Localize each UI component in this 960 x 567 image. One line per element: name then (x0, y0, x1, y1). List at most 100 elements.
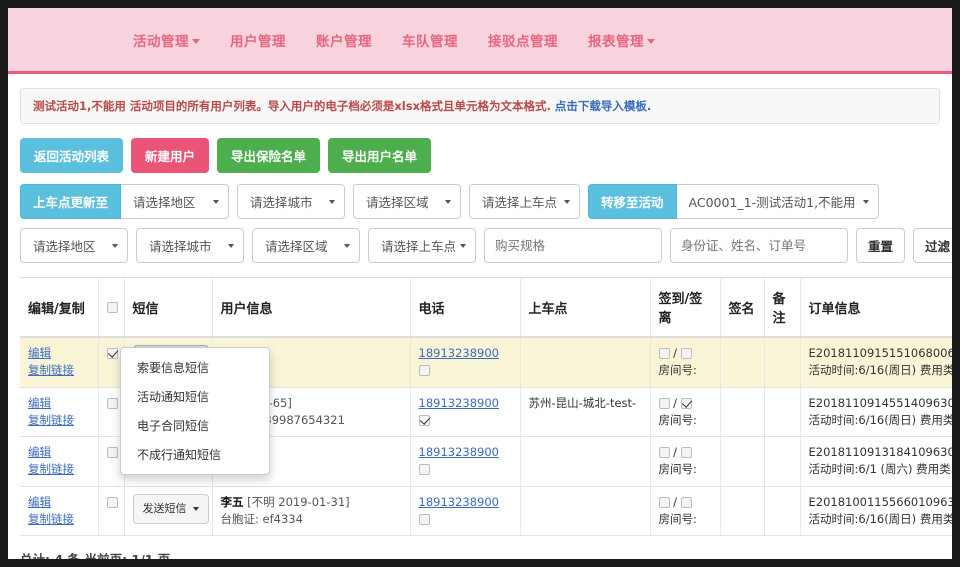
pickup-point-select-row2[interactable]: 请选择上车点 (368, 228, 476, 263)
app-window: 活动管理 用户管理 账户管理 车队管理 接驳点管理 报表管理 测试活动1,不能用… (8, 8, 952, 559)
cell-edit-copy: 编辑 复制链接 (20, 436, 99, 487)
city-select-row1[interactable]: 请选择城市 (237, 184, 346, 219)
region-select-value: 请选择地区 (33, 239, 96, 254)
info-alert: 测试活动1,不能用 活动项目的所有用户列表。导入用户的电子档必须是xlsx格式且… (20, 88, 940, 124)
menu-item-cancellation-notice-sms[interactable]: 不成行通知短信 (137, 448, 222, 462)
download-template-link[interactable]: 点击下载导入模板. (554, 99, 652, 113)
telephone-checkbox[interactable] (418, 365, 430, 377)
telephone-checkbox[interactable] (418, 414, 430, 426)
order-meta: 活动时间:6/16(周日) 费用类 (808, 363, 953, 378)
sign-separator: / (673, 346, 678, 360)
search-input[interactable] (670, 228, 848, 263)
export-insurance-list-button[interactable]: 导出保险名单 (217, 138, 321, 173)
cell-edit-copy: 编辑 复制链接 (20, 337, 99, 388)
chevron-down-icon (647, 39, 655, 44)
header-sms: 短信 (124, 277, 213, 338)
transfer-to-activity-button[interactable]: 转移至活动 (588, 184, 677, 219)
sms-dropdown-menu: 索要信息短信 活动通知短信 电子合同短信 不成行通知短信 (120, 347, 270, 475)
user-name: 李五 (220, 494, 244, 509)
nav-item-report-management[interactable]: 报表管理 (588, 30, 655, 50)
sign-separator: / (673, 494, 678, 509)
cell-edit-copy: 编辑 复制链接 (20, 387, 99, 437)
city-select-row2[interactable]: 请选择城市 (136, 228, 244, 263)
reset-button[interactable]: 重置 (856, 228, 906, 263)
activity-select[interactable]: AC0001_1-测试活动1,不能用 (676, 184, 879, 219)
filter-button[interactable]: 过滤 (913, 228, 952, 263)
pickup-point-select-row1[interactable]: 请选择上车点 (469, 184, 581, 219)
edit-link[interactable]: 编辑 (28, 395, 51, 410)
edit-link[interactable]: 编辑 (28, 494, 51, 509)
main-navbar: 活动管理 用户管理 账户管理 车队管理 接驳点管理 报表管理 (8, 8, 952, 74)
signout-checkbox[interactable] (680, 447, 692, 458)
nav-item-shuttle-point-management[interactable]: 接驳点管理 (488, 33, 558, 50)
header-signin-signout: 签到/签离 (650, 277, 721, 338)
edit-link[interactable]: 编辑 (28, 445, 51, 459)
row-select-checkbox[interactable] (106, 397, 118, 409)
order-number: E201810011556601096300003 (808, 494, 953, 509)
cell-telephone: 18913238900 (410, 486, 521, 536)
signin-checkbox[interactable] (658, 447, 670, 458)
signin-checkbox[interactable] (658, 348, 670, 359)
signout-checkbox[interactable] (680, 496, 692, 508)
signin-checkbox[interactable] (658, 397, 670, 409)
cell-pickup-point (520, 436, 651, 487)
row-select-checkbox[interactable] (106, 348, 118, 359)
activity-select-value: AC0001_1-测试活动1,不能用 (688, 195, 856, 210)
select-all-checkbox[interactable] (106, 301, 118, 313)
cell-pickup-point (520, 337, 651, 388)
telephone-link[interactable]: 18913238900 (418, 445, 499, 459)
copy-link[interactable]: 复制链接 (28, 511, 74, 526)
export-user-list-button[interactable]: 导出用户名单 (328, 138, 432, 173)
alert-text: 活动项目的所有用户列表。导入用户的电子档必须是xlsx格式且单元格为文本格式. (129, 99, 551, 113)
nav-item-account-management[interactable]: 账户管理 (316, 33, 372, 50)
menu-item-activity-notice-sms[interactable]: 活动通知短信 (137, 390, 210, 404)
copy-link[interactable]: 复制链接 (28, 412, 74, 427)
order-number: E201811091455140963000019 (808, 395, 953, 410)
header-user-info: 用户信息 (212, 277, 411, 338)
telephone-checkbox[interactable] (418, 513, 430, 525)
menu-item-econtract-sms[interactable]: 电子合同短信 (137, 419, 210, 433)
header-signature: 签名 (720, 277, 765, 338)
order-meta: 活动时间:6/16(周日) 费用类 (808, 511, 953, 526)
area-select-row2[interactable]: 请选择区域 (252, 228, 360, 263)
edit-link[interactable]: 编辑 (28, 346, 51, 360)
telephone-checkbox[interactable] (418, 464, 430, 476)
chevron-down-icon (213, 199, 220, 204)
row-select-checkbox[interactable] (106, 496, 118, 508)
telephone-link[interactable]: 18913238900 (418, 346, 499, 360)
order-number: E201811091318410963000031 (808, 445, 953, 459)
telephone-link[interactable]: 18913238900 (418, 395, 499, 410)
area-select-value: 请选择区域 (265, 239, 328, 254)
signout-checkbox[interactable] (680, 348, 692, 359)
nav-item-fleet-management[interactable]: 车队管理 (402, 33, 458, 50)
stop-update-filter-row: 上车点更新至 请选择地区 请选择城市 请选择区域 请选择上车点 转移至活动 AC… (8, 173, 952, 219)
cell-signature (720, 436, 765, 487)
nav-item-user-management[interactable]: 用户管理 (230, 33, 286, 50)
new-user-button[interactable]: 新建用户 (131, 138, 210, 173)
nav-item-activity-management[interactable]: 活动管理 (133, 30, 200, 50)
table-row: 编辑 复制链接 2019-87-65] 23456789987654321 18… (20, 387, 952, 437)
order-meta: 活动时间:6/16(周日) 费用类 (808, 412, 953, 427)
back-to-activity-list-button[interactable]: 返回活动列表 (20, 138, 124, 173)
region-select-row2[interactable]: 请选择地区 (20, 228, 128, 263)
chevron-down-icon (192, 39, 200, 44)
cell-signature (720, 387, 765, 437)
pickup-point-value: 苏州-昆山-城北-test- (528, 395, 637, 410)
copy-link[interactable]: 复制链接 (28, 363, 74, 378)
update-pickup-point-button[interactable]: 上车点更新至 (20, 184, 122, 219)
signin-checkbox[interactable] (658, 496, 670, 508)
menu-item-request-info-sms[interactable]: 索要信息短信 (137, 361, 210, 375)
area-select-row1[interactable]: 请选择区域 (353, 184, 462, 219)
row-select-checkbox[interactable] (106, 447, 118, 458)
telephone-link[interactable]: 18913238900 (418, 494, 499, 509)
signout-checkbox[interactable] (680, 397, 692, 409)
region-select-row1[interactable]: 请选择地区 (121, 184, 230, 219)
cell-note (764, 387, 801, 437)
send-sms-dropdown-button[interactable]: 发送短信 (132, 493, 209, 524)
copy-link[interactable]: 复制链接 (28, 462, 74, 477)
cell-row-checkbox (98, 486, 125, 536)
room-number-label: 房间号: (658, 412, 697, 427)
cell-user-info: 李五 [不明 2019-01-31] 台胞证: ef4334 (212, 486, 411, 536)
purchase-spec-input[interactable] (484, 228, 662, 263)
order-number: E201811091515106800630002 (808, 346, 953, 360)
